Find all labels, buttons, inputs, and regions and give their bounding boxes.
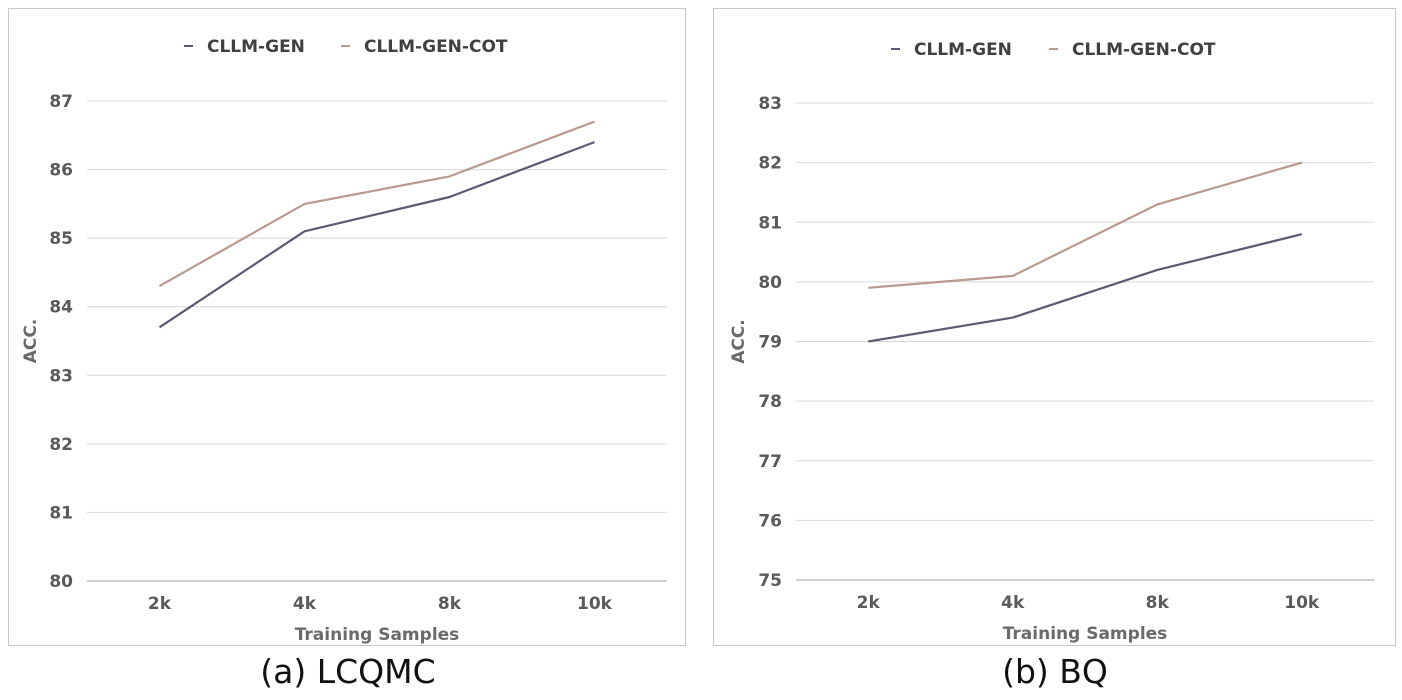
y-tick-label: 85 (49, 229, 73, 249)
chart-lcqmc: 80 81 82 83 84 85 86 87 2k 4k 8k 10k Training Sample… (21, 37, 667, 645)
y-tick-label: 82 (49, 435, 73, 455)
x-axis-title: Training Samples (1003, 624, 1168, 644)
x-tick-label: 8k (1146, 593, 1170, 613)
legend-label: CLLM-GEN-COT (364, 37, 508, 57)
series-line-cllm-gen-cot (868, 161, 1303, 289)
y-tick-label: 81 (758, 213, 782, 233)
y-tick-label: 80 (49, 572, 73, 592)
y-axis-title: ACC. (21, 319, 41, 364)
y-tick-label: 87 (49, 92, 73, 112)
y-tick-label: 76 (758, 511, 782, 531)
x-tick-label: 2k (857, 593, 881, 613)
y-tick-label: 83 (49, 366, 73, 386)
series-line-cllm-gen (868, 233, 1303, 343)
x-axis-title: Training Samples (295, 625, 460, 645)
chart-bq: 75 76 77 78 79 80 81 82 83 2k 4k 8k 10k Training Samp… (729, 40, 1374, 644)
y-tick-label: 83 (758, 94, 782, 114)
legend-label: CLLM-GEN (207, 37, 305, 57)
x-tick-label: 4k (1001, 593, 1025, 613)
y-tick-label: 82 (758, 154, 782, 174)
chart-panel-lcqmc: 80 81 82 83 84 85 86 87 2k 4k 8k 10k Training Sample… (8, 8, 686, 646)
x-tick-label: 8k (438, 594, 462, 614)
y-tick-label: 77 (758, 452, 782, 472)
y-tick-label: 81 (49, 503, 73, 523)
caption-bq: (b) BQ (1002, 652, 1108, 691)
x-tick-label: 2k (148, 594, 172, 614)
x-tick-label: 10k (1284, 593, 1320, 613)
y-tick-label: 75 (758, 571, 782, 591)
y-axis-title: ACC. (729, 319, 749, 364)
y-tick-label: 84 (49, 298, 73, 318)
y-tick-label: 78 (758, 392, 782, 412)
series-line-cllm-gen (158, 141, 595, 329)
legend-label: CLLM-GEN (914, 40, 1012, 60)
series-line-cllm-gen-cot (158, 120, 595, 288)
y-tick-label: 86 (49, 161, 73, 181)
x-tick-label: 10k (577, 594, 613, 614)
y-tick-label: 79 (758, 333, 782, 353)
chart-panel-bq: 75 76 77 78 79 80 81 82 83 2k 4k 8k 10k Training Samp… (713, 8, 1396, 646)
caption-lcqmc: (a) LCQMC (260, 652, 436, 691)
x-tick-label: 4k (293, 594, 317, 614)
y-tick-label: 80 (758, 273, 782, 293)
legend-label: CLLM-GEN-COT (1072, 40, 1216, 60)
